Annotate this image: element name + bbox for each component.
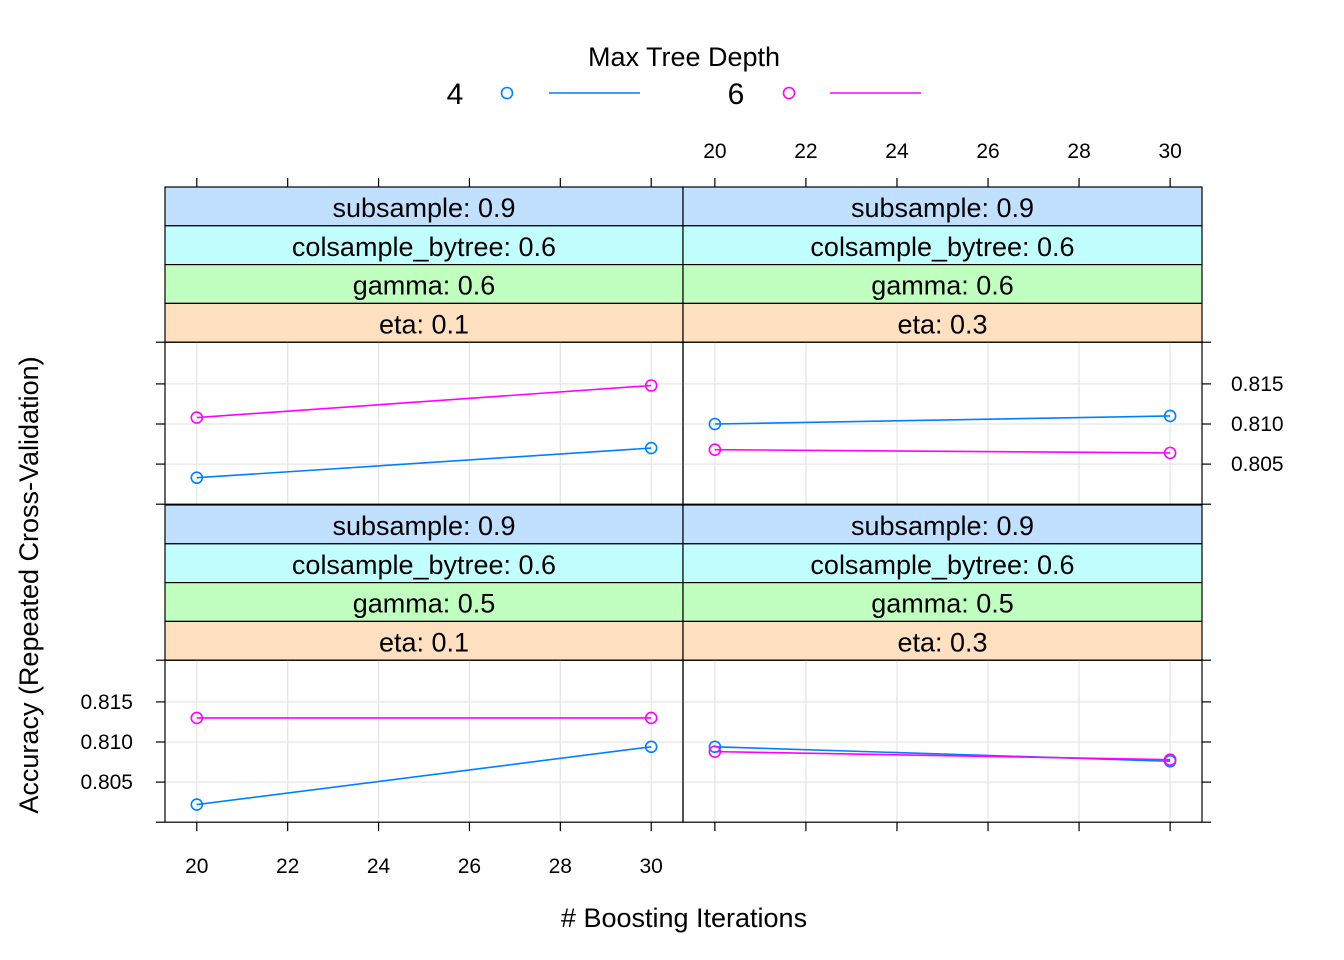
legend-label-6: 6: [728, 78, 745, 111]
data-point-6: [644, 379, 658, 392]
strip-box: [682, 302, 1203, 343]
data-point-6: [708, 745, 722, 758]
y-tick-label: 0.805: [1231, 453, 1284, 476]
strip-label: colsample_bytree: 0.6: [810, 550, 1074, 580]
x-tick-label: 22: [276, 855, 299, 878]
data-point-6: [708, 443, 722, 456]
series-line-4: [714, 415, 1171, 425]
series-line-6: [714, 448, 1171, 454]
y-tick-label: 0.810: [1231, 413, 1284, 436]
x-tick-label: 28: [1067, 140, 1090, 163]
x-tick-label: 30: [640, 855, 663, 878]
strip-box: [164, 264, 684, 305]
strip-label: subsample: 0.9: [332, 511, 515, 541]
legend: Max Tree Depth 4 6: [447, 42, 921, 111]
strip-label: colsample_bytree: 0.6: [292, 232, 556, 262]
y-tick-label: 0.815: [80, 691, 133, 714]
strip-label: gamma: 0.5: [871, 589, 1014, 619]
x-tick-label: 20: [185, 855, 208, 878]
strip-box: [682, 225, 1203, 266]
strip-label: eta: 0.3: [897, 309, 987, 339]
strip-label: colsample_bytree: 0.6: [292, 550, 556, 580]
y-tick-label: 0.815: [1231, 373, 1284, 396]
data-point-6: [644, 711, 658, 725]
legend-point-4: [500, 86, 514, 100]
series-line-6: [196, 384, 652, 419]
strip-label: gamma: 0.6: [353, 271, 496, 301]
strip-label: eta: 0.3: [897, 627, 987, 657]
data-point-6: [190, 711, 204, 725]
strip-box: [682, 504, 1203, 545]
y-tick-label: 0.810: [80, 731, 133, 754]
data-point-4: [190, 798, 204, 811]
series-line-4: [196, 447, 652, 479]
strip-box: [682, 581, 1203, 622]
data-point-4: [644, 740, 658, 754]
series-line-6: [714, 750, 1171, 761]
plot-frame: [164, 341, 684, 505]
strip-label: eta: 0.1: [379, 627, 469, 657]
data-point-6: [190, 411, 204, 424]
y-axis-title: Accuracy (Repeated Cross-Validation): [14, 356, 44, 813]
data-point-4: [708, 417, 722, 431]
legend-label-4: 4: [447, 78, 464, 111]
data-point-4: [644, 441, 658, 455]
x-axis-title: # Boosting Iterations: [561, 903, 807, 933]
x-tick-label: 20: [703, 140, 726, 163]
strip-box: [682, 620, 1203, 661]
data-point-4: [1163, 409, 1177, 423]
panel-1-0: subsample: 0.9 colsample_bytree: 0.6 gamma…: [164, 504, 684, 823]
strip-box: [164, 302, 684, 343]
plot-frame: [164, 659, 684, 823]
strip-label: eta: 0.1: [379, 309, 469, 339]
legend-point-6: [782, 86, 796, 100]
strip-label: subsample: 0.9: [332, 193, 515, 223]
x-tick-label: 28: [549, 855, 572, 878]
data-point-4: [190, 471, 204, 485]
strip-label: subsample: 0.9: [851, 193, 1034, 223]
strip-box: [164, 186, 684, 227]
series-line-4: [196, 746, 652, 806]
strip-box: [164, 225, 684, 266]
x-tick-label: 26: [458, 855, 481, 878]
panel-0-0: subsample: 0.9 colsample_bytree: 0.6 gamma…: [164, 186, 684, 505]
strip-label: subsample: 0.9: [851, 511, 1034, 541]
x-tick-label: 24: [367, 855, 391, 878]
strip-box: [164, 581, 684, 622]
plot-frame: [682, 341, 1203, 505]
y-tick-label: 0.805: [80, 771, 133, 794]
data-point-6: [1163, 446, 1177, 460]
x-tick-label: 26: [976, 140, 999, 163]
strip-label: gamma: 0.6: [871, 271, 1014, 301]
x-tick-label: 22: [794, 140, 817, 163]
panels: subsample: 0.9 colsample_bytree: 0.6 gamma…: [164, 186, 1203, 823]
axes: 20 22 24 26 28 30 20 22 24 26 28 30 0.805 0.810 0.815 0…: [80, 140, 1283, 878]
legend-title: Max Tree Depth: [588, 42, 780, 72]
strip-box: [682, 264, 1203, 305]
strip-label: gamma: 0.5: [353, 589, 496, 619]
strip-label: colsample_bytree: 0.6: [810, 232, 1074, 262]
data-point-6: [1163, 753, 1177, 766]
panel-1-1: subsample: 0.9 colsample_bytree: 0.6 gamma…: [682, 504, 1203, 823]
x-tick-label: 30: [1158, 140, 1181, 163]
panel-0-1: subsample: 0.9 colsample_bytree: 0.6 gamma…: [682, 186, 1203, 505]
plot-frame: [682, 659, 1203, 823]
strip-box: [164, 620, 684, 661]
strip-box: [682, 543, 1203, 584]
x-tick-label: 24: [885, 140, 909, 163]
